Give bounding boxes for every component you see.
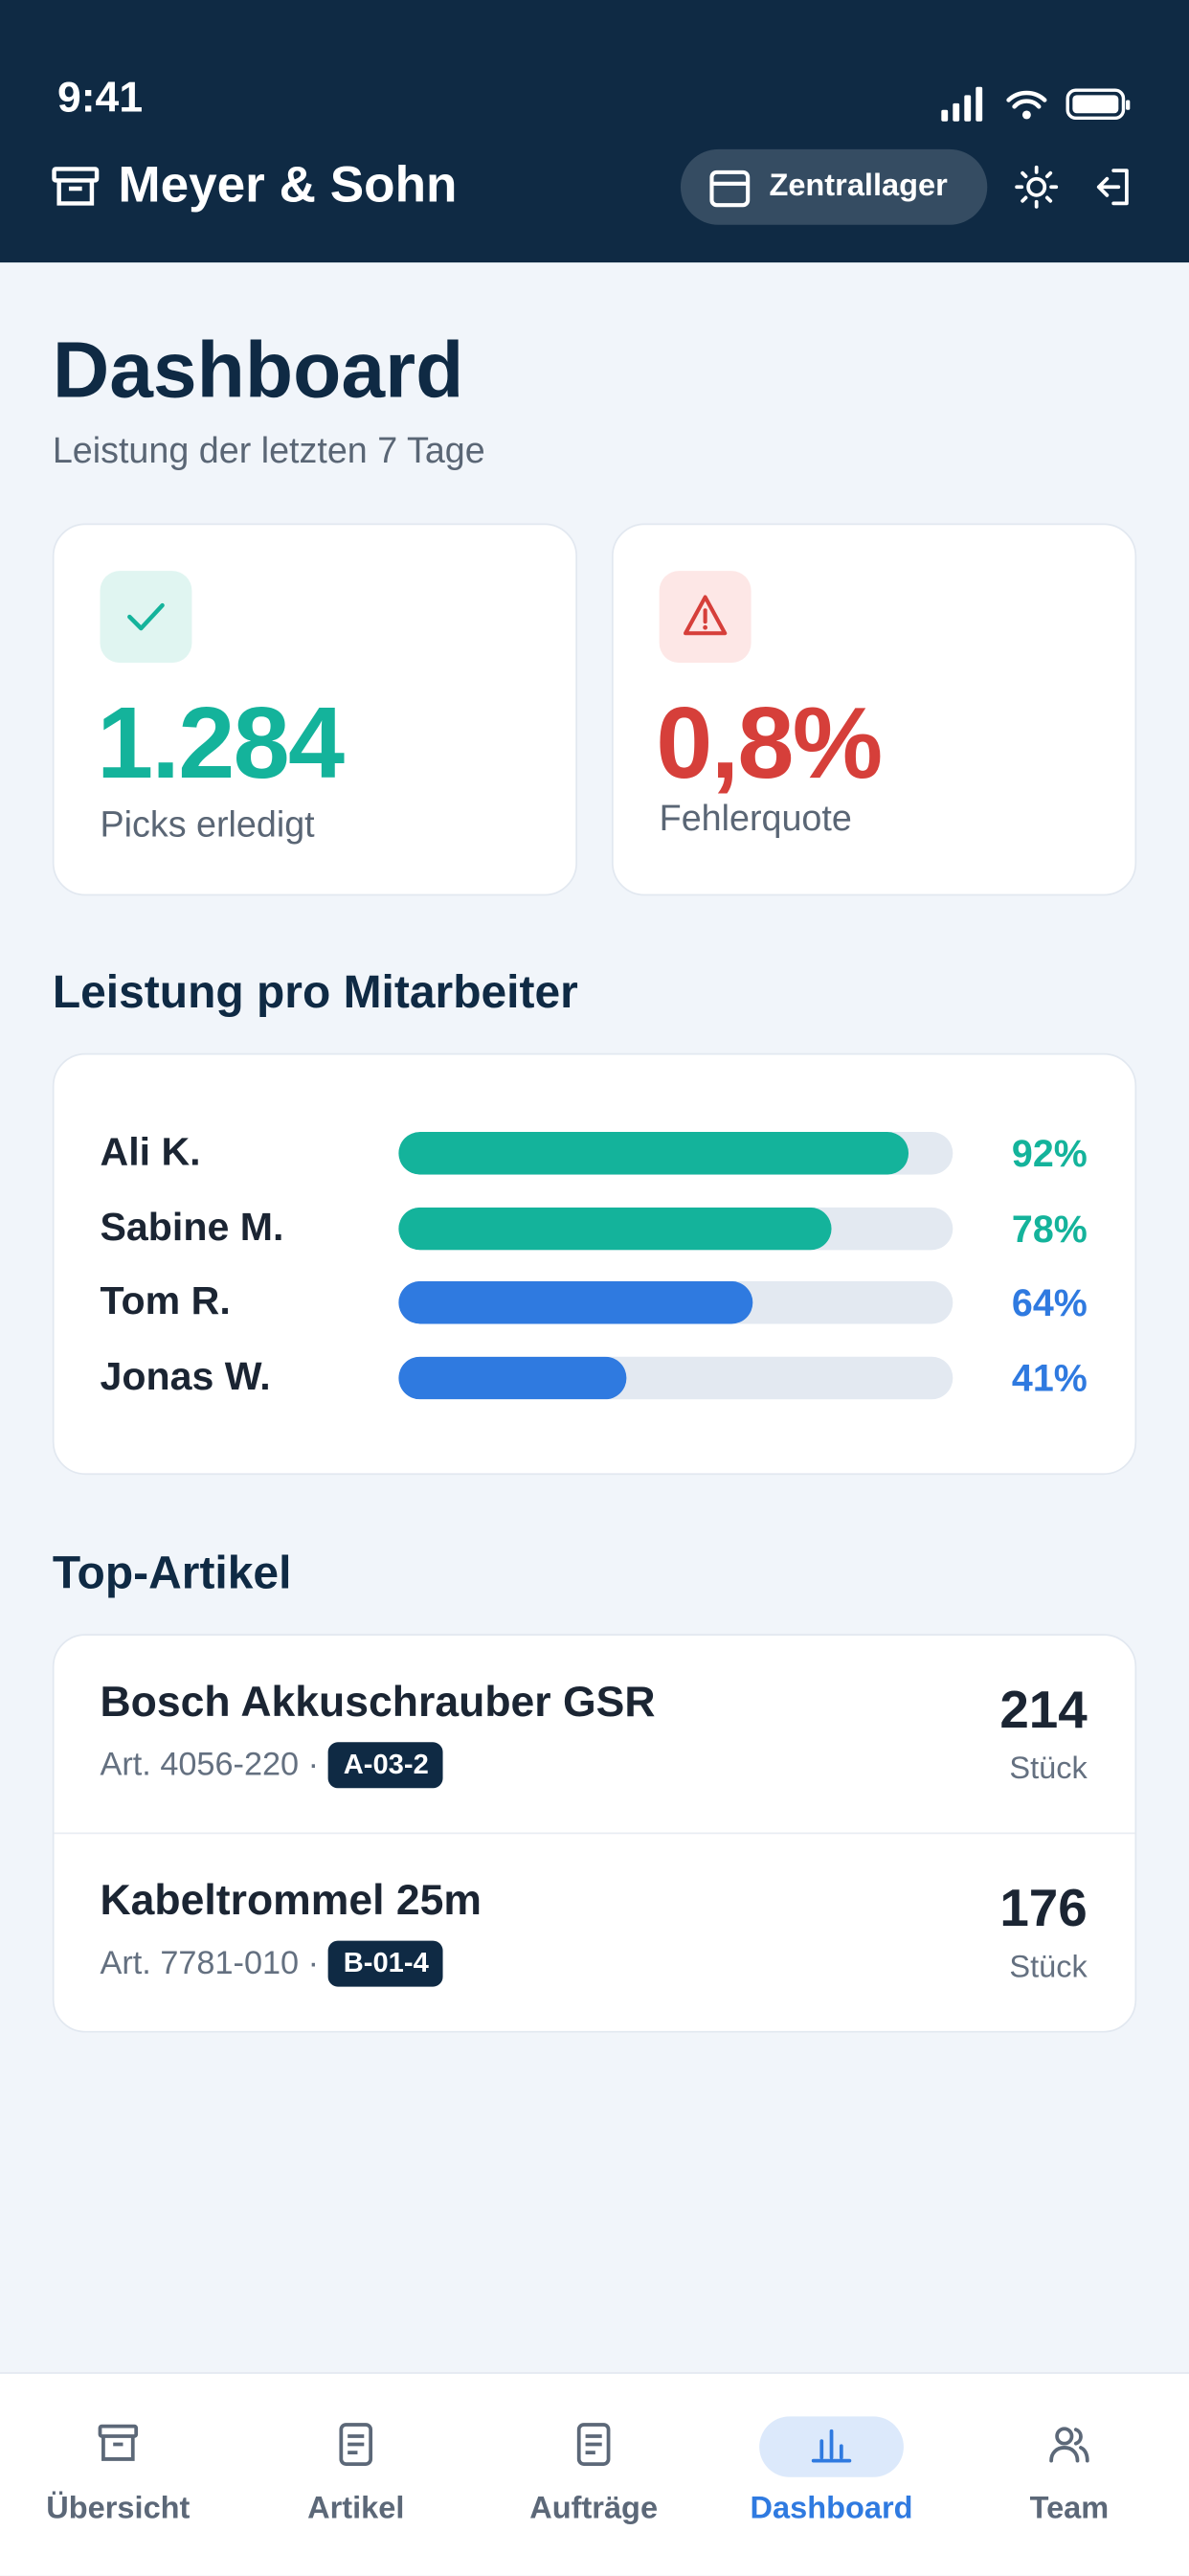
location-badge: A-03-2 (328, 1742, 444, 1789)
nav-item[interactable]: Dashboard (717, 2372, 947, 2574)
bottom-nav (0, 2372, 1189, 2576)
nav-icon (98, 2424, 139, 2461)
bar-label: 41% (1011, 1356, 1088, 1400)
nav-item[interactable]: Übersicht (3, 2372, 233, 2574)
section-title: Leistung pro Mitarbeiter (52, 966, 578, 1018)
header (0, 0, 1189, 263)
bar-track (398, 1356, 953, 1400)
logout[interactable] (1092, 166, 1135, 209)
item-meta: Art. 4056-220 · A-03-2 (100, 1742, 444, 1789)
brand: Meyer & Sohn (118, 155, 458, 214)
article-number: Art. 4056-220 · (100, 1746, 320, 1783)
item-name: Bosch Akkuschrauber GSR (100, 1676, 656, 1727)
employee-name: Tom R. (100, 1279, 231, 1325)
bar-label: 64% (1011, 1281, 1088, 1325)
nav-label[interactable]: Artikel (307, 2492, 405, 2527)
theme-toggle[interactable] (1014, 164, 1060, 210)
brand-icon (52, 167, 100, 206)
nav-item[interactable]: Aufträge (479, 2372, 708, 2574)
nav-icon (811, 2429, 852, 2463)
warehouse[interactable]: Zentrallager (769, 169, 948, 204)
item-unit: Stück (1009, 1950, 1088, 1985)
employee-name: Sabine M. (100, 1205, 284, 1250)
bar-track (398, 1132, 953, 1175)
kpi-label: Picks erledigt (100, 803, 315, 846)
page-subtitle: Leistung der letzten 7 Tage (52, 429, 485, 471)
bar (398, 1281, 753, 1325)
section-title: Top-Artikel (52, 1547, 292, 1598)
warehouse-selector[interactable] (680, 148, 988, 225)
bar-track (398, 1281, 953, 1325)
location-badge: B-01-4 (328, 1940, 444, 1987)
kpi-label: Fehlerquote (659, 797, 852, 839)
item-meta: Art. 7781-010 · B-01-4 (100, 1940, 444, 1987)
bar-track (398, 1207, 953, 1250)
item-count: 176 (999, 1878, 1088, 1938)
nav-item[interactable]: Team (954, 2372, 1184, 2574)
warehouse-icon (709, 169, 751, 208)
bar-label: 78% (1011, 1207, 1088, 1250)
performance-card (52, 1052, 1137, 1476)
employee-name: Ali K. (100, 1130, 201, 1175)
kpi-value: 1.284 (97, 687, 345, 801)
nav-icon (1049, 2427, 1089, 2463)
item-count: 214 (999, 1680, 1088, 1739)
kpi-value: 0,8% (656, 687, 883, 801)
kpi-icon (659, 571, 752, 664)
page-title: Dashboard (52, 328, 464, 416)
nav-label[interactable]: Dashboard (750, 2492, 913, 2527)
nav-label[interactable]: Übersicht (46, 2492, 191, 2527)
kpi-icon (100, 571, 192, 664)
bar (398, 1207, 831, 1250)
divider (54, 1832, 1135, 1835)
article-number: Art. 7781-010 · (100, 1944, 320, 1981)
employee-name: Jonas W. (100, 1355, 271, 1400)
item-unit: Stück (1009, 1751, 1088, 1787)
item-name: Kabeltrommel 25m (100, 1875, 482, 1925)
nav-icon (339, 2423, 373, 2466)
nav-item[interactable]: Artikel (241, 2372, 471, 2574)
bar (398, 1132, 909, 1175)
nav-icon (576, 2423, 611, 2466)
bar (398, 1356, 626, 1400)
status-time: 9:41 (56, 72, 144, 122)
status-icons (941, 86, 1131, 122)
bar-label: 92% (1011, 1132, 1088, 1175)
nav-label[interactable]: Aufträge (529, 2492, 659, 2527)
nav-label[interactable]: Team (1029, 2492, 1110, 2527)
